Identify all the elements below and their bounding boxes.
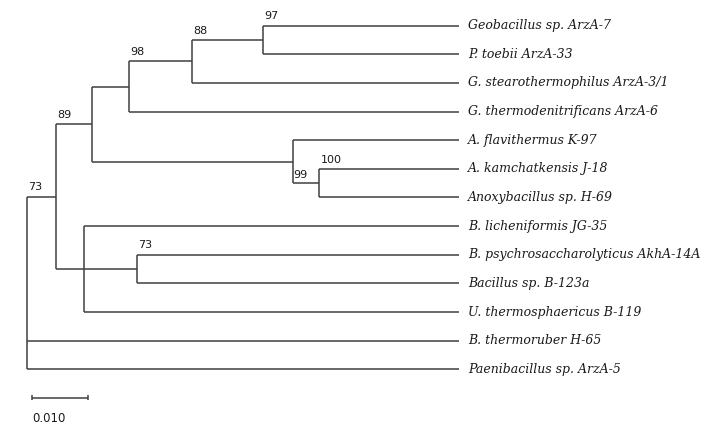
Text: A. flavithermus K-97: A. flavithermus K-97 [468,134,598,147]
Text: 100: 100 [321,155,341,164]
Text: Bacillus sp. B-123a: Bacillus sp. B-123a [468,277,590,290]
Text: Anoxybacillus sp. H-69: Anoxybacillus sp. H-69 [468,191,613,204]
Text: A. kamchatkensis J-18: A. kamchatkensis J-18 [468,162,608,175]
Text: B. thermoruber H-65: B. thermoruber H-65 [468,334,601,347]
Text: 98: 98 [130,47,144,57]
Text: B. psychrosaccharolyticus AkhA-14A: B. psychrosaccharolyticus AkhA-14A [468,248,700,261]
Text: P. toebii ArzA-33: P. toebii ArzA-33 [468,48,573,61]
Text: 89: 89 [57,110,72,120]
Text: G. thermodenitrificans ArzA-6: G. thermodenitrificans ArzA-6 [468,105,658,118]
Text: Geobacillus sp. ArzA-7: Geobacillus sp. ArzA-7 [468,19,611,32]
Text: B. licheniformis JG-35: B. licheniformis JG-35 [468,220,607,232]
Text: 88: 88 [193,26,207,36]
Text: 99: 99 [294,170,308,180]
Text: 97: 97 [264,12,278,21]
Text: 73: 73 [138,241,152,250]
Text: 0.010: 0.010 [33,412,66,425]
Text: Paenibacillus sp. ArzA-5: Paenibacillus sp. ArzA-5 [468,363,621,376]
Text: U. thermosphaericus B-119: U. thermosphaericus B-119 [468,306,641,318]
Text: G. stearothermophilus ArzA-3/1: G. stearothermophilus ArzA-3/1 [468,77,668,89]
Text: 73: 73 [28,182,42,192]
